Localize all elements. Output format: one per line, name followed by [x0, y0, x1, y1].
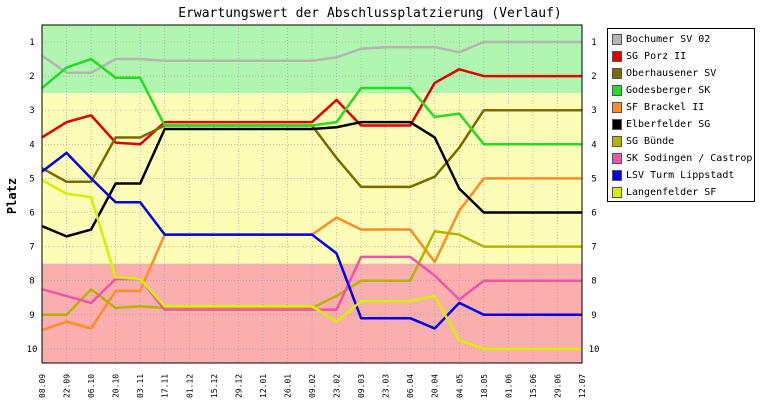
y-tick-label-left: 7	[29, 243, 34, 253]
x-tick-label: 09.02	[308, 374, 317, 398]
y-tick-label-right: 7	[591, 243, 596, 253]
series-line-8	[41, 151, 582, 330]
y-tick-label-left: 1	[29, 38, 34, 48]
x-tick-label: 20.04	[431, 374, 440, 398]
legend-label: Elberfelder SG	[626, 119, 711, 130]
y-axis-label: Platz	[5, 178, 19, 214]
y-tick-label-left: 6	[29, 209, 34, 219]
y-tick-label-left: 10	[27, 345, 38, 355]
series-lines	[41, 40, 582, 351]
legend-item: Langenfelder SF	[612, 185, 752, 201]
y-tick-label-left: 9	[29, 311, 34, 321]
plot-frame	[41, 24, 583, 364]
x-tick-label: 26.01	[283, 374, 292, 398]
y-tick-label-left: 5	[29, 174, 34, 184]
chart-title: Erwartungswert der Abschlussplatzierung …	[178, 6, 562, 21]
series-line-1	[41, 68, 582, 146]
legend-label: SG Bünde	[626, 136, 675, 147]
legend: Bochumer SV 02 SG Porz II Oberhausener SV G…	[607, 28, 755, 202]
x-tick-label: 12.07	[578, 374, 587, 398]
legend-label: Godesberger SK	[626, 85, 711, 96]
x-tick-label: 01.12	[185, 374, 194, 398]
legend-label: Oberhausener SV	[626, 68, 717, 79]
y-tick-labels-right: 1 2 3 4 5 6 7 8 9 10	[589, 38, 600, 355]
series-line-0	[41, 40, 582, 74]
x-tick-labels: 08.09 22.09 06.10 20.10 03.11 17.11 01.12 15.12…	[38, 374, 587, 398]
legend-swatch	[612, 34, 622, 45]
legend-item: Godesberger SK	[612, 83, 752, 99]
y-tick-label-right: 8	[591, 277, 596, 287]
x-tick-label: 01.06	[504, 374, 513, 398]
legend-label: Langenfelder SF	[626, 187, 717, 198]
y-tick-label-right: 9	[591, 311, 596, 321]
x-tick-label: 29.12	[234, 374, 243, 398]
series-line-6	[42, 230, 582, 317]
y-tick-label-right: 6	[591, 209, 596, 219]
legend-item: SK Sodingen / Castrop	[612, 151, 752, 167]
legend-swatch	[612, 85, 622, 96]
legend-label: SK Sodingen / Castrop	[626, 153, 753, 164]
x-tick-label: 29.06	[553, 374, 562, 398]
legend-swatch	[612, 68, 622, 79]
y-tick-label-right: 5	[591, 174, 596, 184]
x-tick-label: 06.10	[87, 374, 96, 398]
x-tick-label: 23.03	[382, 374, 391, 398]
y-tick-label-left: 2	[29, 72, 34, 82]
series-line-3	[41, 57, 582, 146]
x-tick-label: 12.01	[259, 374, 268, 398]
y-tick-labels-left: 1 2 3 4 5 6 7 8 9 10	[27, 38, 38, 355]
legend-item: Oberhausener SV	[612, 66, 752, 82]
x-tick-label: 20.10	[112, 374, 121, 398]
legend-swatch	[612, 119, 622, 130]
legend-item: SF Brackel II	[612, 100, 752, 116]
series-line-9	[41, 179, 582, 351]
legend-swatch	[612, 153, 622, 164]
x-tick-label: 09.03	[357, 374, 366, 398]
x-tick-label: 15.12	[210, 374, 219, 398]
y-tick-label-right: 2	[591, 72, 596, 82]
series-line-5	[41, 120, 582, 238]
x-tick-label: 04.05	[455, 374, 464, 398]
x-tick-label: 18.05	[480, 374, 489, 398]
legend-swatch	[612, 187, 622, 198]
x-tick-label: 15.06	[529, 374, 538, 398]
legend-label: Bochumer SV 02	[626, 34, 711, 45]
y-tick-label-left: 3	[29, 106, 34, 116]
legend-swatch	[612, 136, 622, 147]
x-tick-label: 22.09	[63, 374, 72, 398]
legend-item: SG Porz II	[612, 49, 752, 65]
legend-swatch	[612, 170, 622, 181]
legend-item: LSV Turm Lippstadt	[612, 168, 752, 184]
x-tick-label: 17.11	[161, 374, 170, 398]
y-tick-label-right: 10	[589, 345, 600, 355]
y-tick-label-left: 4	[29, 140, 34, 150]
x-tick-label: 23.02	[333, 374, 342, 398]
y-tick-label-right: 4	[591, 140, 596, 150]
y-tick-label-left: 8	[29, 277, 34, 287]
y-tick-label-right: 3	[591, 106, 596, 116]
legend-item: Elberfelder SG	[612, 117, 752, 133]
legend-item: Bochumer SV 02	[612, 32, 752, 48]
legend-item: SG Bünde	[612, 134, 752, 150]
legend-swatch	[612, 51, 622, 62]
x-tick-label: 06.04	[406, 374, 415, 398]
legend-label: SF Brackel II	[626, 102, 705, 113]
y-tick-label-right: 1	[591, 38, 596, 48]
legend-label: SG Porz II	[626, 51, 687, 62]
x-tick-label: 08.09	[38, 374, 47, 398]
x-tick-label: 03.11	[136, 374, 145, 398]
legend-label: LSV Turm Lippstadt	[626, 170, 735, 181]
legend-swatch	[612, 102, 622, 113]
